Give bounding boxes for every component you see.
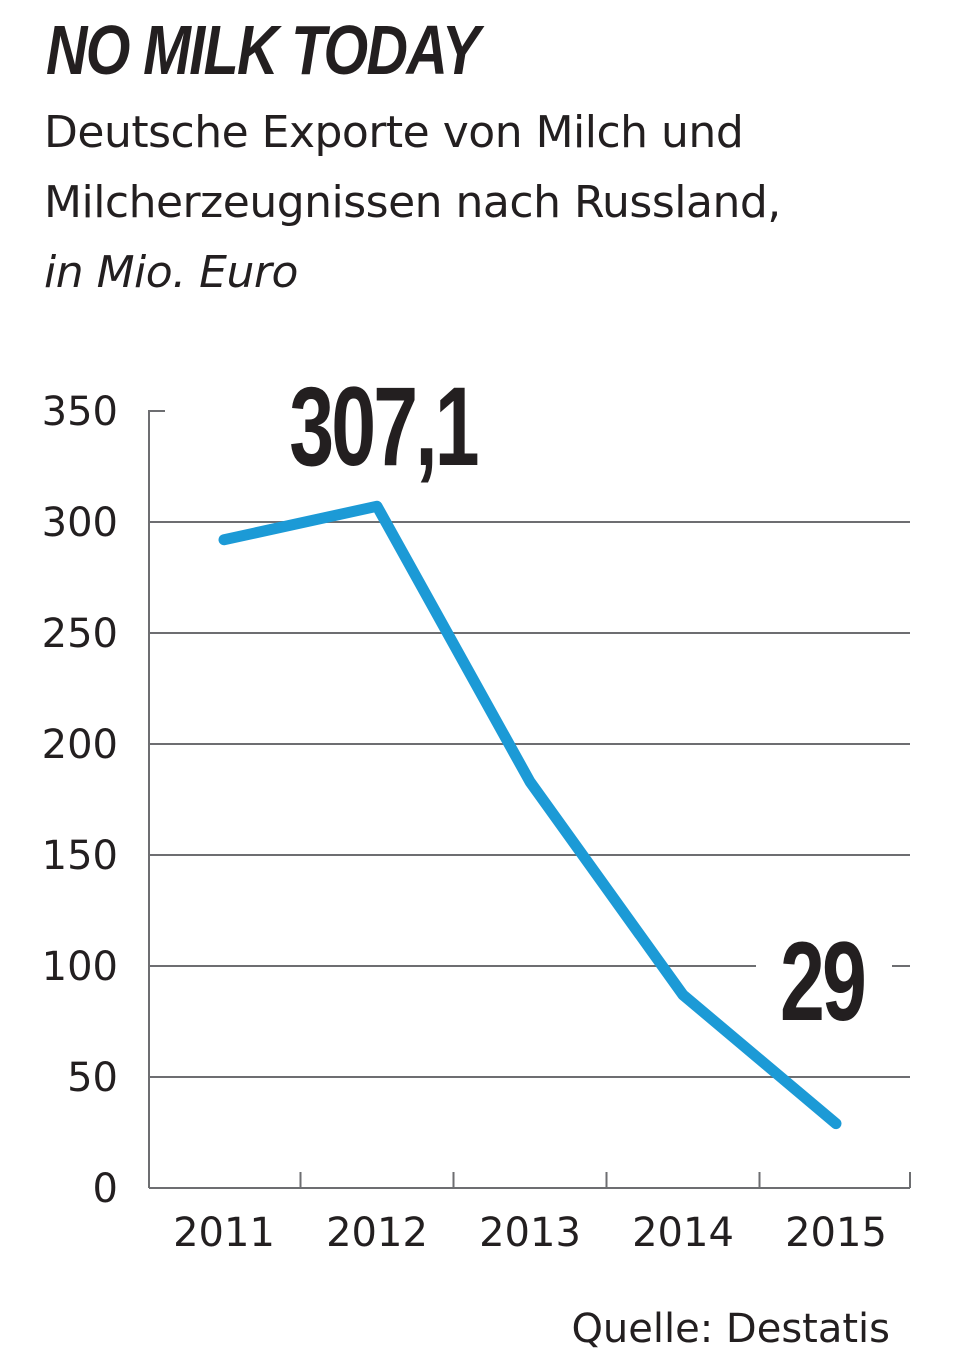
y-tick-label: 200	[42, 722, 118, 768]
axes	[148, 410, 911, 1189]
x-tick-labels: 2011 2012 2013 2014 2015	[173, 1210, 887, 1256]
series-lines	[218, 500, 842, 1130]
subtitle-text: Deutsche Exporte von Milch und Milcherze…	[44, 107, 781, 228]
y-tick-label: 300	[42, 500, 118, 546]
x-tick-label: 2011	[173, 1210, 275, 1256]
annotation-knockout	[756, 930, 892, 1030]
chart-title: NO MILK TODAY	[46, 11, 480, 89]
y-tick-label: 250	[42, 611, 118, 657]
x-tick-label: 2013	[479, 1210, 581, 1256]
chart-subtitle: Deutsche Exporte von Milch und Milcherze…	[44, 98, 924, 308]
source-note: Quelle: Destatis	[571, 1306, 890, 1352]
y-tick-labels: 0 50 100 150 200 250 300 350	[42, 389, 118, 1212]
annotation-label: 29	[780, 919, 864, 1044]
x-tick-label: 2012	[326, 1210, 428, 1256]
x-tick-label: 2015	[785, 1210, 887, 1256]
annotation-label: 307,1	[289, 364, 477, 489]
y-tick-label: 50	[67, 1055, 118, 1101]
y-tick-label: 0	[93, 1166, 118, 1212]
y-tick-label: 350	[42, 389, 118, 435]
unit-label: in Mio. Euro	[44, 247, 298, 298]
x-tick-label: 2014	[632, 1210, 734, 1256]
series-line	[218, 500, 842, 1130]
annotations: 307,1 29	[289, 364, 892, 1044]
y-tick-label: 150	[42, 833, 118, 879]
y-tick-label: 100	[42, 944, 118, 990]
